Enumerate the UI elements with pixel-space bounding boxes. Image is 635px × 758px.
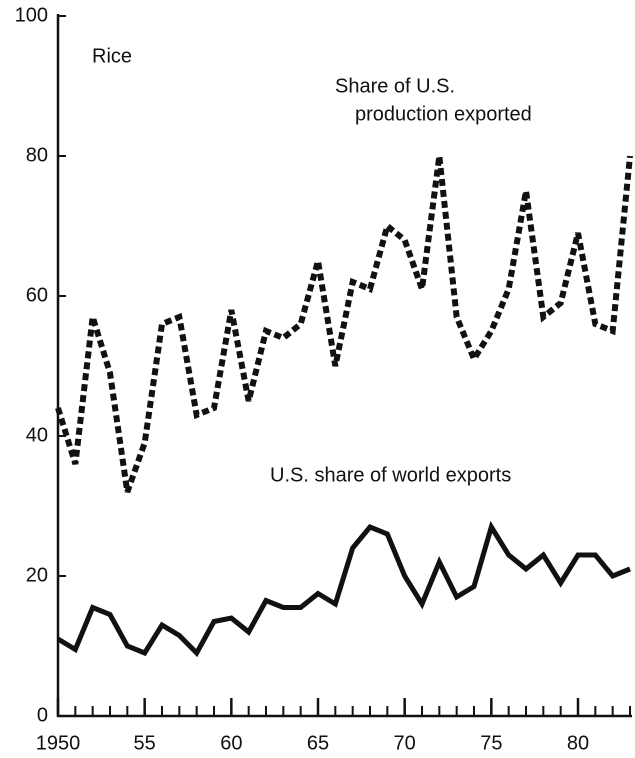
y-tick-label: 80 [26, 144, 48, 166]
y-tick-label: 60 [26, 284, 48, 306]
series-line [55, 155, 633, 494]
y-tick-label: 20 [26, 564, 48, 586]
y-tick-label: 0 [37, 704, 48, 726]
x-tick-label: 70 [394, 732, 416, 754]
y-tick-label: 40 [26, 424, 48, 446]
annotation: U.S. share of world exports [270, 464, 511, 486]
series-line [56, 520, 631, 658]
x-tick-label: 55 [134, 732, 156, 754]
annotation: Rice [92, 45, 132, 67]
annotation: Share of U.S. [335, 75, 455, 97]
x-tick-label: 65 [307, 732, 329, 754]
x-tick-label: 80 [567, 732, 589, 754]
annotation: production exported [355, 103, 532, 125]
x-tick-label: 1950 [36, 732, 81, 754]
x-tick-label: 60 [220, 732, 242, 754]
y-tick-label: 100 [15, 4, 48, 26]
x-tick-label: 75 [480, 732, 502, 754]
